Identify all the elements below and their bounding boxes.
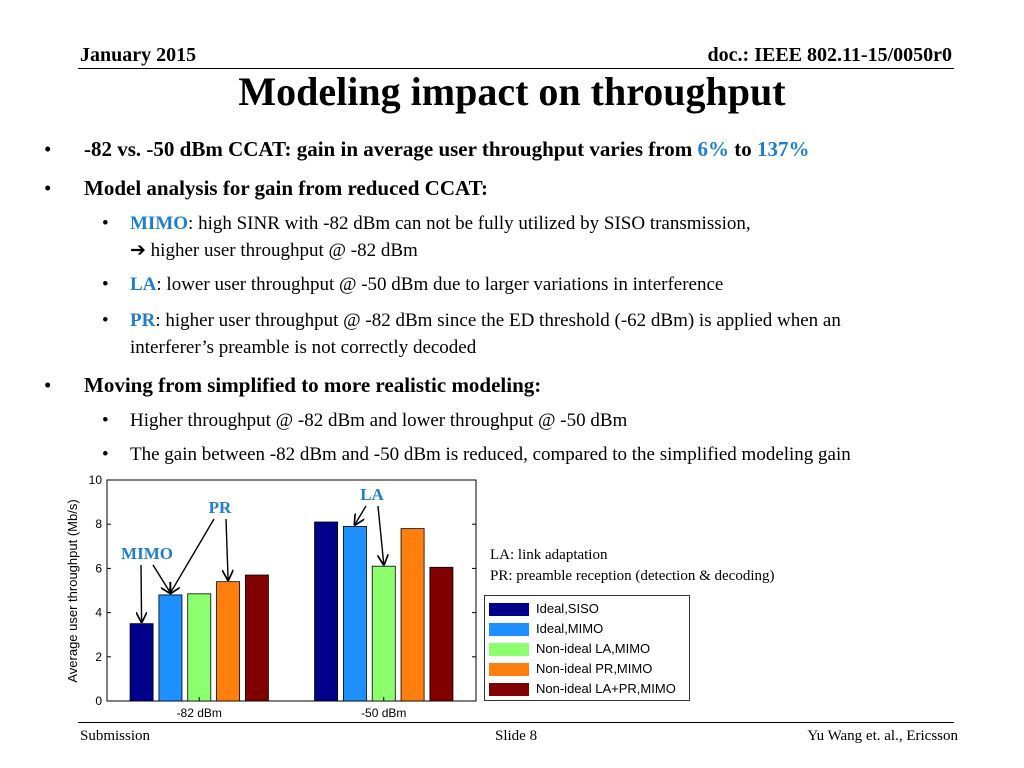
legend-item-nonideal-pr: Non-ideal PR,MIMO (489, 660, 687, 678)
bar (429, 566, 454, 702)
sub-bullet-gain-reduced: • The gain between -82 dBm and -50 dBm i… (102, 441, 851, 468)
footer-slide-number: Slide 8 (495, 728, 538, 744)
header-divider (78, 68, 954, 69)
y-tick-label: 4 (95, 606, 102, 620)
legend-label: Ideal,MIMO (536, 621, 604, 636)
y-tick-label: 6 (95, 561, 102, 575)
sub-bullet-pr: • PR: higher user throughput @ -82 dBm s… (102, 307, 841, 361)
bar (371, 565, 396, 702)
y-tick-label: 0 (95, 694, 102, 708)
annotation-arrow (355, 505, 367, 524)
x-tick-label: -82 dBm (177, 706, 222, 720)
keyword-pr: PR (130, 310, 156, 331)
legend-swatch (489, 663, 529, 676)
slide-title: Modeling impact on throughput (238, 69, 786, 114)
legend-item-nonideal-la-pr: Non-ideal LA+PR,MIMO (489, 680, 687, 698)
bullet-text-to: to (728, 137, 757, 161)
bullet-text: -82 vs. -50 dBm CCAT: gain in average us… (84, 137, 698, 161)
sub-bullet-la: • LA: lower user throughput @ -50 dBm du… (102, 271, 724, 298)
bar (400, 528, 425, 702)
x-tick-label: -50 dBm (361, 706, 406, 720)
legend-swatch (489, 643, 529, 656)
bar (129, 623, 154, 702)
header-date: January 2015 (80, 44, 197, 66)
y-axis-label: Average user throughput (Mb/s) (65, 499, 80, 682)
legend-swatch (489, 683, 529, 696)
arrow-icon: ➔ (130, 240, 146, 261)
throughput-bar-chart: Average user throughput (Mb/s) 0 2 4 6 8 10 -… (65, 473, 477, 720)
note-la: LA: link adaptation (490, 547, 608, 563)
y-tick-label: 10 (89, 473, 103, 487)
bullet-text: Model analysis for gain from reduced CCA… (84, 176, 489, 200)
legend-item-ideal-mimo: Ideal,MIMO (489, 620, 687, 638)
sub-bullet-text: : high SINR with -82 dBm can not be full… (188, 213, 751, 234)
bullet-marker: • (102, 444, 109, 465)
y-tick-label: 2 (95, 650, 102, 664)
bar (158, 594, 183, 702)
bar (216, 581, 241, 702)
chart-legend: Ideal,SISO Ideal,MIMO Non-ideal LA,MIMO … (484, 595, 690, 701)
legend-label: Non-ideal PR,MIMO (536, 661, 653, 676)
sub-bullet-higher-throughput: • Higher throughput @ -82 dBm and lower … (102, 407, 628, 434)
footer-submission: Submission (80, 728, 151, 744)
header-doc-id: doc.: IEEE 802.11-15/0050r0 (707, 44, 952, 66)
sub-bullet-text: Higher throughput @ -82 dBm and lower th… (130, 410, 628, 431)
legend-label: Non-ideal LA,MIMO (536, 641, 651, 656)
bullet-model-analysis: • Model analysis for gain from reduced C… (44, 175, 489, 201)
bullet-marker: • (44, 373, 52, 397)
legend-item-nonideal-la: Non-ideal LA,MIMO (489, 640, 687, 658)
bullet-marker: • (102, 310, 109, 331)
footer-authors: Yu Wang et. al., Ericsson (807, 728, 958, 744)
keyword-la: LA (130, 274, 157, 295)
sub-bullet-text: The gain between -82 dBm and -50 dBm is … (130, 444, 851, 465)
annotation-arrow (152, 564, 170, 593)
bullet-realistic-modeling: • Moving from simplified to more realist… (44, 372, 542, 398)
bullet-marker: • (102, 410, 109, 431)
gain-high-value: 137% (756, 137, 810, 161)
bar (187, 593, 212, 702)
bullet-marker: • (44, 137, 52, 161)
legend-swatch (489, 623, 529, 636)
sub-bullet-mimo: • MIMO: high SINR with -82 dBm can not b… (102, 210, 751, 264)
annotation-label: MIMO (121, 544, 173, 563)
bar (314, 521, 339, 702)
sub-bullet-continuation: higher user throughput @ -82 dBm (145, 240, 418, 261)
legend-label: Non-ideal LA+PR,MIMO (536, 681, 676, 696)
note-pr: PR: preamble reception (detection & deco… (490, 568, 775, 584)
y-tick-label: 8 (95, 517, 102, 531)
bullet-ccat-gain: • -82 vs. -50 dBm CCAT: gain in average … (44, 136, 810, 162)
annotation-arrow (170, 518, 215, 593)
legend-item-ideal-siso: Ideal,SISO (489, 600, 687, 618)
legend-swatch (489, 603, 529, 616)
annotation-arrow (141, 564, 142, 622)
sub-bullet-continuation: interferer’s preamble is not correctly d… (130, 337, 477, 358)
keyword-mimo: MIMO (130, 213, 189, 234)
bullet-marker: • (44, 176, 52, 200)
sub-bullet-text: : higher user throughput @ -82 dBm since… (155, 310, 841, 331)
legend-label: Ideal,SISO (536, 601, 599, 616)
bullet-marker: • (102, 213, 109, 234)
bullet-marker: • (102, 274, 109, 295)
annotation-label: PR (209, 498, 232, 517)
bullet-text: Moving from simplified to more realistic… (84, 373, 542, 397)
annotation-arrow (378, 505, 384, 564)
annotation-label: LA (360, 485, 384, 504)
footer-divider (78, 722, 954, 723)
bar (342, 526, 367, 702)
bar (244, 574, 269, 702)
gain-low-value: 6% (697, 137, 729, 161)
annotation-arrow (226, 518, 228, 580)
sub-bullet-text: : lower user throughput @ -50 dBm due to… (156, 274, 724, 295)
